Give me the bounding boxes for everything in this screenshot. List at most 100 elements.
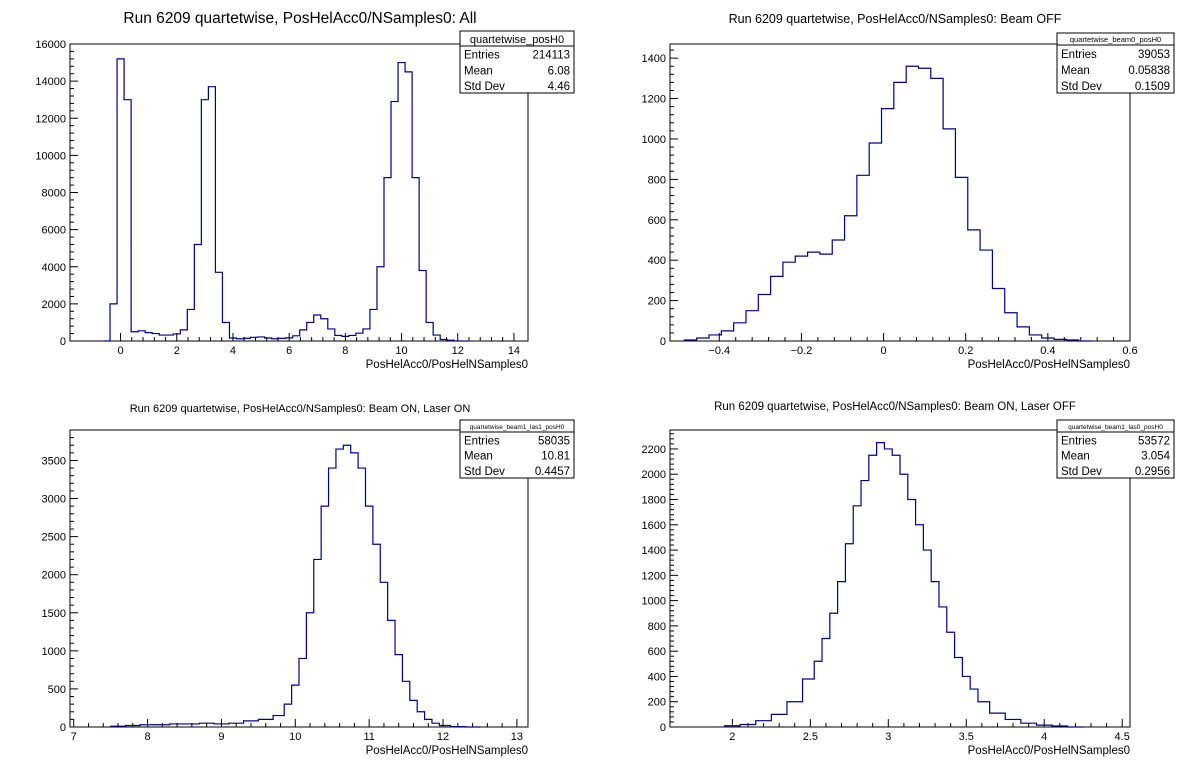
y-tick-label: 600 bbox=[648, 215, 666, 227]
stats-value: 0.05838 bbox=[1128, 65, 1170, 77]
stats-label: Mean bbox=[1061, 65, 1090, 77]
y-tick-label: 1200 bbox=[642, 570, 666, 582]
y-tick-label: 2000 bbox=[42, 299, 66, 311]
x-tick-label: 9 bbox=[218, 731, 224, 743]
y-tick-label: 400 bbox=[648, 255, 666, 267]
y-tick-label: 0 bbox=[60, 722, 66, 734]
y-tick-label: 400 bbox=[648, 671, 666, 683]
panel-beam-on-laser-on: Run 6209 quartetwise, PosHelAcc0/NSample… bbox=[42, 403, 575, 757]
panel-all: Run 6209 quartetwise, PosHelAcc0/NSample… bbox=[35, 10, 575, 371]
x-tick-label: 6 bbox=[286, 345, 292, 357]
chart-title: Run 6209 quartetwise, PosHelAcc0/NSample… bbox=[123, 10, 476, 27]
x-tick-label: 10 bbox=[395, 345, 407, 357]
stats-label: Entries bbox=[464, 50, 500, 62]
y-tick-label: 3000 bbox=[42, 494, 66, 506]
y-tick-label: 200 bbox=[648, 296, 666, 308]
histogram-series bbox=[683, 65, 1091, 342]
x-axis-label: PosHelAcc0/PosHelNSamples0 bbox=[366, 359, 528, 371]
stats-value: 214113 bbox=[532, 50, 570, 62]
stats-value: 10.81 bbox=[541, 451, 570, 463]
y-tick-label: 800 bbox=[648, 621, 666, 633]
stats-label: Std Dev bbox=[464, 81, 505, 93]
x-tick-label: 7 bbox=[71, 731, 77, 743]
x-tick-label: 8 bbox=[145, 731, 151, 743]
y-tick-label: 0 bbox=[660, 722, 666, 734]
y-tick-label: 1500 bbox=[42, 608, 66, 620]
x-tick-label: 2 bbox=[729, 731, 735, 743]
stats-value: 58035 bbox=[538, 435, 570, 447]
stats-label: Entries bbox=[464, 435, 500, 447]
stats-label: Entries bbox=[1061, 435, 1097, 447]
plot-frame bbox=[69, 43, 529, 342]
x-tick-label: 13 bbox=[511, 731, 523, 743]
y-tick-label: 1600 bbox=[642, 520, 666, 532]
y-tick-label: 1400 bbox=[642, 545, 666, 557]
x-tick-label: 12 bbox=[437, 731, 449, 743]
x-tick-label: 4 bbox=[230, 345, 236, 357]
chart-title: Run 6209 quartetwise, PosHelAcc0/NSample… bbox=[714, 401, 1076, 413]
y-tick-label: 1000 bbox=[642, 596, 666, 608]
x-tick-label: 4.5 bbox=[1115, 731, 1130, 743]
x-axis-label: PosHelAcc0/PosHelNSamples0 bbox=[968, 745, 1130, 757]
x-tick-label: 4 bbox=[1041, 731, 1047, 743]
x-tick-label: 14 bbox=[508, 345, 520, 357]
stats-label: Mean bbox=[1061, 451, 1090, 463]
stats-box bbox=[459, 419, 575, 479]
y-tick-label: 1400 bbox=[642, 53, 666, 65]
x-tick-label: −0.4 bbox=[708, 345, 730, 357]
stats-value: 39053 bbox=[1138, 49, 1170, 61]
y-tick-label: 600 bbox=[648, 646, 666, 658]
stats-name: quartetwise_beam0_posH0 bbox=[1070, 35, 1161, 44]
y-tick-label: 1800 bbox=[642, 495, 666, 507]
plot-frame bbox=[669, 429, 1131, 728]
panel-beam-on-laser-off: Run 6209 quartetwise, PosHelAcc0/NSample… bbox=[642, 401, 1175, 757]
y-tick-label: 12000 bbox=[35, 113, 66, 125]
y-tick-label: 500 bbox=[48, 684, 66, 696]
y-tick-label: 2000 bbox=[642, 469, 666, 481]
stats-value: 0.2956 bbox=[1135, 466, 1170, 478]
stats-value: 4.46 bbox=[548, 81, 570, 93]
stats-value: 6.08 bbox=[548, 65, 570, 77]
y-tick-label: 2500 bbox=[42, 532, 66, 544]
x-tick-label: 0 bbox=[118, 345, 124, 357]
panel-beam-off: Run 6209 quartetwise, PosHelAcc0/NSample… bbox=[642, 12, 1175, 371]
x-tick-label: 0.2 bbox=[958, 345, 973, 357]
stats-box bbox=[459, 30, 575, 94]
y-tick-label: 10000 bbox=[35, 150, 66, 162]
plot-frame bbox=[69, 429, 529, 728]
stats-value: 3.054 bbox=[1141, 451, 1170, 463]
x-tick-label: 12 bbox=[452, 345, 464, 357]
x-axis-label: PosHelAcc0/PosHelNSamples0 bbox=[968, 359, 1130, 371]
x-tick-label: 2 bbox=[174, 345, 180, 357]
stats-value: 53572 bbox=[1138, 435, 1170, 447]
x-tick-label: 0.6 bbox=[1122, 345, 1137, 357]
stats-label: Entries bbox=[1061, 49, 1097, 61]
histogram-series bbox=[103, 58, 469, 342]
stats-name: quartetwise_beam1_las1_posH0 bbox=[470, 424, 565, 431]
x-tick-label: 10 bbox=[289, 731, 301, 743]
x-tick-label: 0.4 bbox=[1040, 345, 1055, 357]
x-tick-label: 3.5 bbox=[959, 731, 974, 743]
stats-label: Std Dev bbox=[1061, 466, 1102, 478]
y-tick-label: 0 bbox=[660, 336, 666, 348]
y-tick-label: 4000 bbox=[42, 262, 66, 274]
x-tick-label: 11 bbox=[363, 731, 374, 743]
y-tick-label: 1200 bbox=[642, 94, 666, 106]
stats-label: Std Dev bbox=[1061, 81, 1102, 93]
stats-label: Std Dev bbox=[464, 466, 505, 478]
y-tick-label: 1000 bbox=[42, 646, 66, 658]
histogram-series bbox=[723, 442, 1084, 728]
stats-label: Mean bbox=[464, 65, 493, 77]
stats-box bbox=[1056, 419, 1175, 479]
stats-value: 0.1509 bbox=[1135, 81, 1170, 93]
y-tick-label: 0 bbox=[60, 336, 66, 348]
x-tick-label: 2.5 bbox=[803, 731, 818, 743]
x-tick-label: 0 bbox=[881, 345, 887, 357]
stats-value: 0.4457 bbox=[535, 466, 570, 478]
y-tick-label: 2000 bbox=[42, 570, 66, 582]
stats-label: Mean bbox=[464, 451, 493, 463]
x-tick-label: −0.2 bbox=[791, 345, 813, 357]
y-tick-label: 1000 bbox=[642, 134, 666, 146]
chart-title: Run 6209 quartetwise, PosHelAcc0/NSample… bbox=[130, 403, 471, 415]
